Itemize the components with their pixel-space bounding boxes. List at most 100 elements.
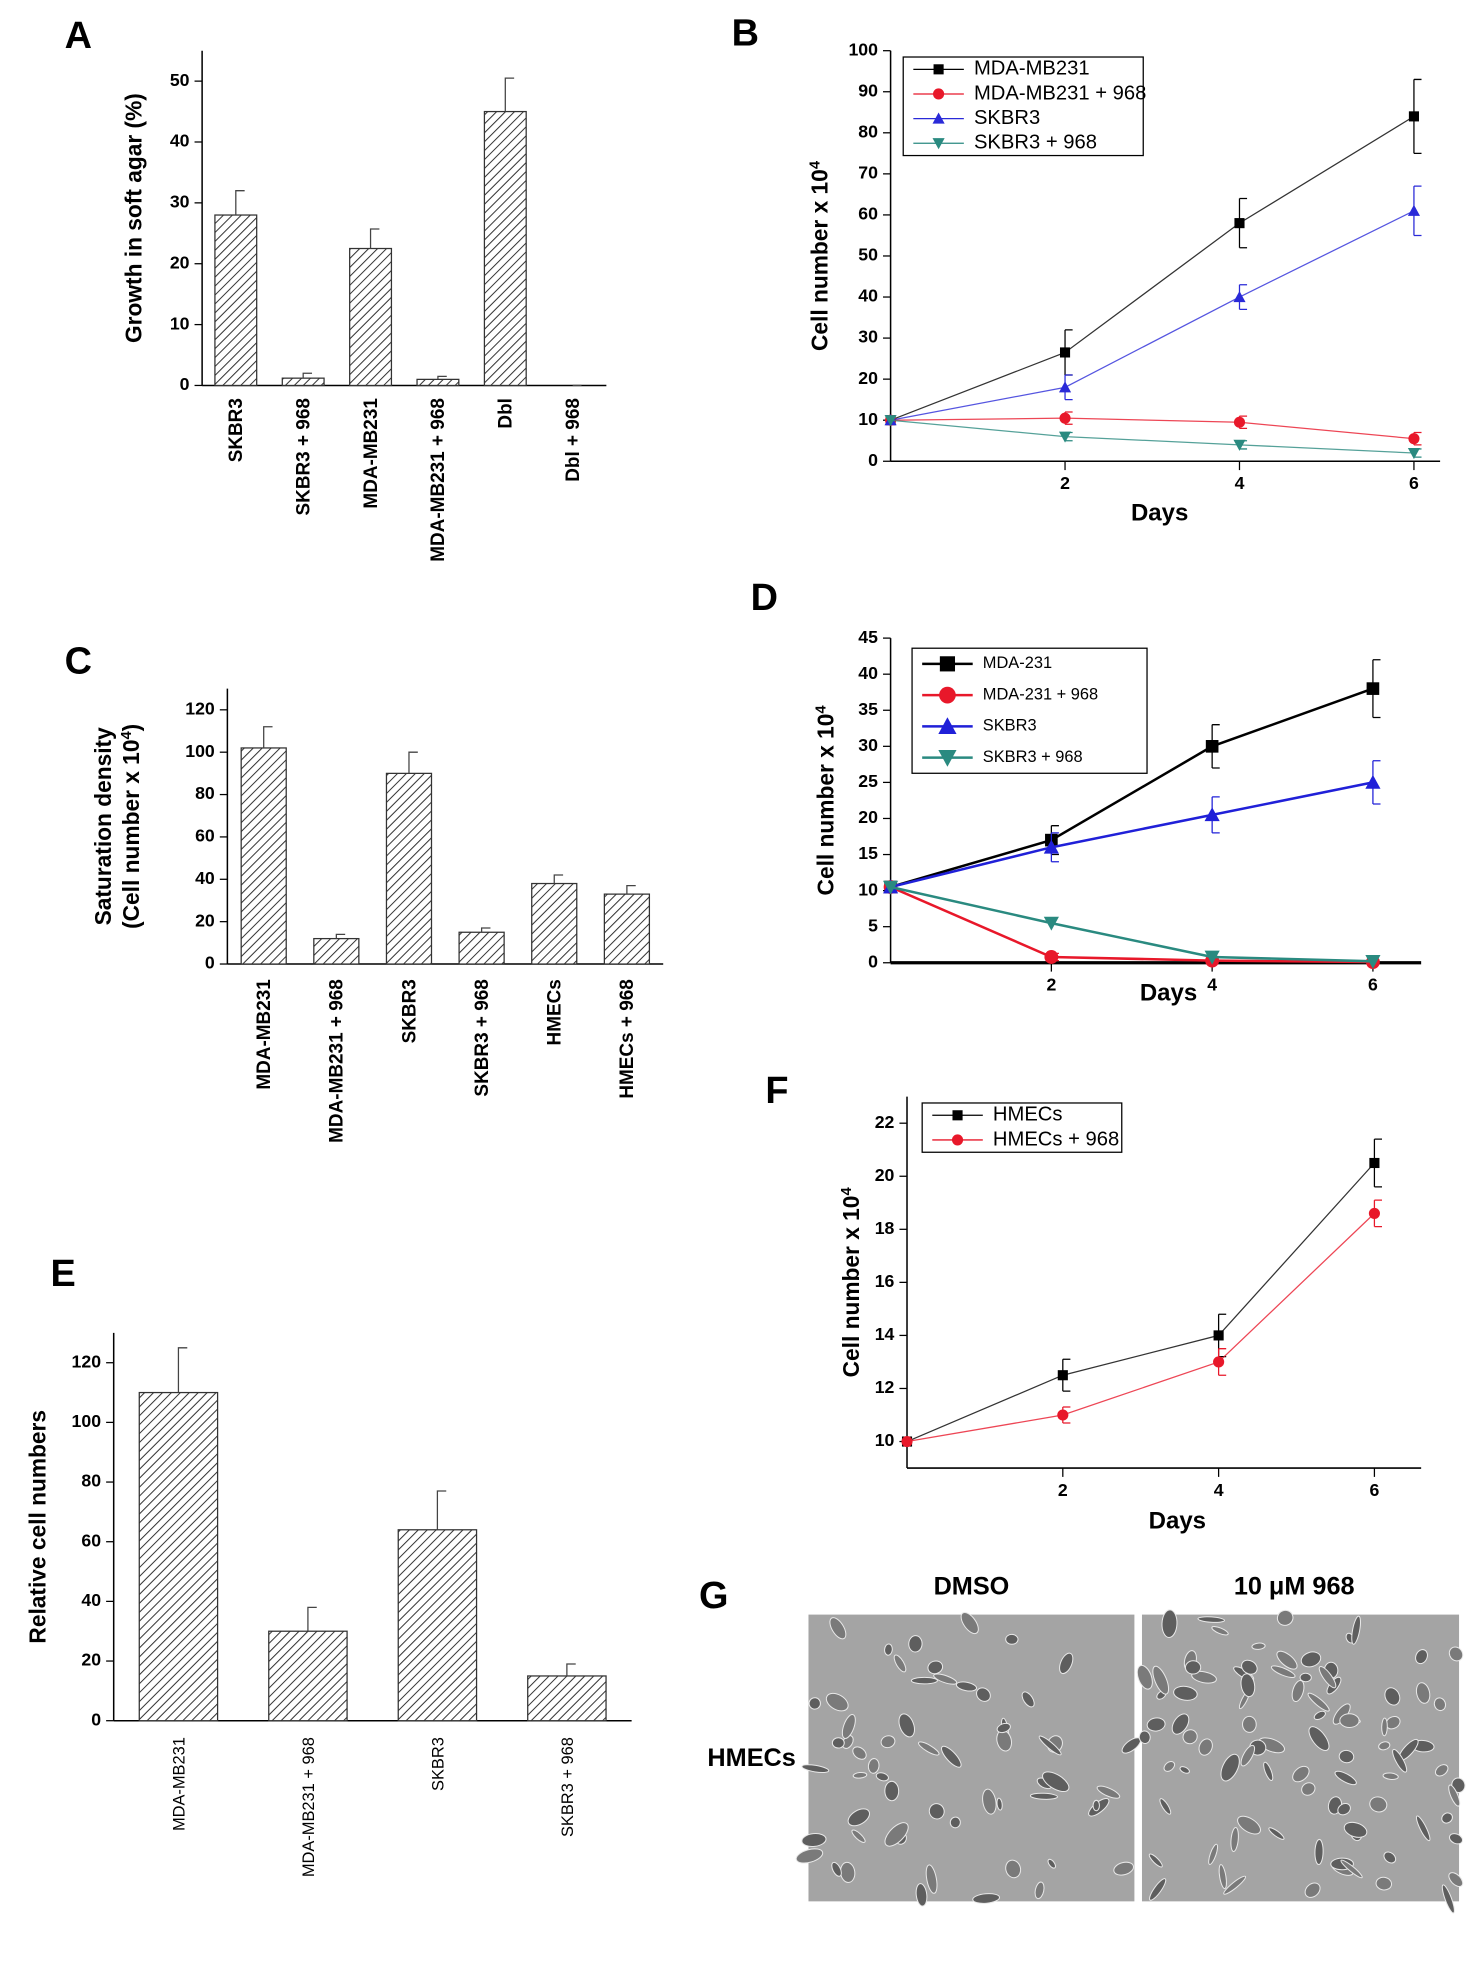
bar xyxy=(397,1529,478,1722)
cell xyxy=(852,1771,868,1779)
series-line xyxy=(906,1162,1375,1443)
cell xyxy=(1138,1730,1151,1744)
cell xyxy=(1291,1680,1305,1703)
cell xyxy=(1276,1609,1294,1626)
y-tick-label: 5 xyxy=(868,915,878,935)
cell xyxy=(1448,1646,1464,1662)
marker xyxy=(1234,218,1245,229)
axis-label: Cell number x 104 xyxy=(838,1187,864,1378)
cell xyxy=(1218,1864,1227,1890)
cell xyxy=(1197,1616,1225,1623)
legend-marker xyxy=(932,138,945,150)
x-tick-label: MDA-MB231 xyxy=(254,979,275,1089)
legend-label: SKBR3 xyxy=(983,717,1037,735)
cell xyxy=(1148,1853,1163,1868)
series-line xyxy=(890,781,1374,889)
cell xyxy=(1191,1670,1217,1684)
cell xyxy=(949,1816,961,1829)
cell xyxy=(1149,1878,1167,1901)
bar xyxy=(313,937,360,965)
y-tick-label: 100 xyxy=(72,1411,102,1431)
axis-label: Days xyxy=(1131,500,1188,527)
bar xyxy=(458,931,505,965)
series-line xyxy=(890,419,1414,454)
cell xyxy=(1092,1799,1100,1812)
cell xyxy=(1415,1682,1431,1704)
marker xyxy=(1365,955,1381,969)
legend-marker xyxy=(938,717,957,734)
y-tick-label: 20 xyxy=(170,252,190,272)
cell xyxy=(801,1833,827,1848)
y-tick-label: 40 xyxy=(195,868,215,888)
y-tick-label: 60 xyxy=(195,826,215,846)
error-bar xyxy=(504,77,515,112)
x-tick-label: HMECs xyxy=(545,979,566,1045)
bar xyxy=(268,1630,348,1722)
cell xyxy=(960,1611,979,1635)
panel-letter: C xyxy=(65,640,92,682)
bar xyxy=(531,882,578,965)
cell xyxy=(1211,1626,1229,1636)
marker xyxy=(1213,1356,1225,1368)
panel-letter: F xyxy=(765,1070,788,1112)
x-tick-label: MDA-MB231 + 968 xyxy=(428,398,449,562)
y-tick-label: 14 xyxy=(875,1324,895,1344)
y-tick-label: 50 xyxy=(170,70,190,90)
cell xyxy=(941,1745,962,1768)
y-tick-label: 120 xyxy=(72,1351,102,1371)
cell xyxy=(1263,1761,1274,1781)
cell xyxy=(1059,1652,1074,1675)
cell xyxy=(841,1714,856,1739)
marker xyxy=(1043,839,1059,854)
cell xyxy=(1163,1761,1176,1772)
marker xyxy=(883,880,899,895)
marker xyxy=(1213,1330,1224,1341)
y-tick-label: 80 xyxy=(195,783,215,803)
cell xyxy=(875,1772,889,1782)
y-tick-label: 60 xyxy=(81,1530,101,1550)
series-line xyxy=(890,885,1373,964)
legend-label: MDA-MB231 + 968 xyxy=(974,82,1146,104)
label-text: (Cell number x 10 xyxy=(118,740,144,929)
y-tick-label: 20 xyxy=(81,1650,101,1670)
cell xyxy=(1381,1717,1388,1737)
legend-marker xyxy=(933,64,944,75)
cell xyxy=(996,1722,1011,1734)
cell xyxy=(852,1746,867,1760)
error-bar xyxy=(307,1606,317,1632)
y-tick-label: 0 xyxy=(180,374,190,394)
y-tick-label: 20 xyxy=(858,807,878,827)
cell xyxy=(1241,1659,1258,1675)
cell xyxy=(1448,1833,1464,1845)
axis-label: Days xyxy=(1140,980,1197,1007)
cell xyxy=(1307,1692,1330,1712)
cell xyxy=(976,1687,991,1702)
x-tick-label: MDA-MB231 + 968 xyxy=(327,979,348,1143)
series-line xyxy=(890,687,1374,889)
error-bar xyxy=(235,190,245,216)
axis-label: Cell number x 104 xyxy=(813,705,839,896)
cell xyxy=(1034,1881,1045,1900)
label-sup: 4 xyxy=(119,731,135,740)
bar xyxy=(281,377,325,387)
y-tick-label: 0 xyxy=(868,450,878,470)
cell xyxy=(928,1803,945,1820)
y-tick-label: 15 xyxy=(858,843,878,863)
y-tick-label: 40 xyxy=(81,1590,101,1610)
axis-label: Saturation density xyxy=(90,727,116,926)
y-tick-label: 25 xyxy=(858,771,878,791)
y-tick-label: 90 xyxy=(858,80,878,100)
cell xyxy=(925,1864,938,1894)
cell xyxy=(1308,1726,1330,1752)
marker xyxy=(1059,412,1071,424)
legend-label: SKBR3 xyxy=(974,107,1040,129)
cell xyxy=(1021,1691,1035,1708)
series-line xyxy=(890,210,1415,421)
cell xyxy=(1314,1838,1324,1866)
cell xyxy=(917,1741,940,1756)
cell xyxy=(955,1681,978,1692)
error-bar xyxy=(335,933,346,939)
cell xyxy=(884,1643,893,1656)
x-tick-label: 6 xyxy=(1409,473,1419,493)
cell xyxy=(1351,1615,1361,1645)
